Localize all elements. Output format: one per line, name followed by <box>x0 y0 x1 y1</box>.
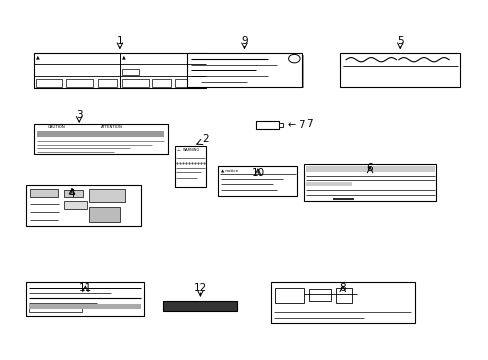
Bar <box>152 79 170 86</box>
Text: ▲: ▲ <box>36 54 40 59</box>
Bar <box>34 123 167 154</box>
Bar <box>66 79 92 86</box>
Text: 6: 6 <box>366 163 373 173</box>
Text: 9: 9 <box>241 36 247 46</box>
Bar <box>89 189 124 202</box>
Text: 5: 5 <box>396 36 403 46</box>
Text: ⚠: ⚠ <box>176 148 180 152</box>
Bar <box>29 305 141 309</box>
Bar <box>218 166 297 196</box>
Text: 3: 3 <box>76 110 82 120</box>
Bar <box>29 306 81 312</box>
Bar <box>279 123 283 127</box>
Text: CAUTION: CAUTION <box>48 125 65 129</box>
Bar <box>340 53 459 86</box>
Bar <box>122 79 148 86</box>
Text: ← 7: ← 7 <box>287 120 305 130</box>
Bar <box>98 79 116 86</box>
Bar <box>305 182 351 186</box>
Bar <box>26 185 141 226</box>
Text: 10: 10 <box>251 168 264 178</box>
Bar <box>188 55 304 88</box>
Text: 4: 4 <box>68 189 75 199</box>
Text: ▲ notice: ▲ notice <box>221 168 238 172</box>
Bar <box>38 131 163 137</box>
Bar <box>175 79 193 86</box>
Bar <box>122 68 139 75</box>
Bar <box>89 207 120 222</box>
Bar <box>34 53 206 88</box>
Text: ATTENTION: ATTENTION <box>101 125 122 129</box>
Text: 12: 12 <box>193 283 206 293</box>
Bar <box>256 121 279 129</box>
Text: ▲: ▲ <box>122 54 126 59</box>
Bar <box>304 164 435 201</box>
Bar <box>26 282 143 316</box>
Text: 8: 8 <box>339 283 346 293</box>
Bar <box>308 289 330 301</box>
Bar <box>163 301 237 311</box>
Bar <box>64 201 87 209</box>
Bar <box>30 189 58 198</box>
Bar <box>270 282 414 323</box>
Bar <box>36 79 62 86</box>
Text: 7: 7 <box>305 118 312 129</box>
Bar <box>64 190 83 198</box>
Bar <box>305 166 434 171</box>
Bar <box>175 147 206 187</box>
Bar <box>186 53 302 86</box>
Text: WARNING: WARNING <box>183 148 200 152</box>
Text: 2: 2 <box>202 134 208 144</box>
Bar <box>274 288 304 303</box>
Text: 11: 11 <box>79 283 92 293</box>
Bar <box>335 288 352 303</box>
Text: 1: 1 <box>116 36 123 46</box>
